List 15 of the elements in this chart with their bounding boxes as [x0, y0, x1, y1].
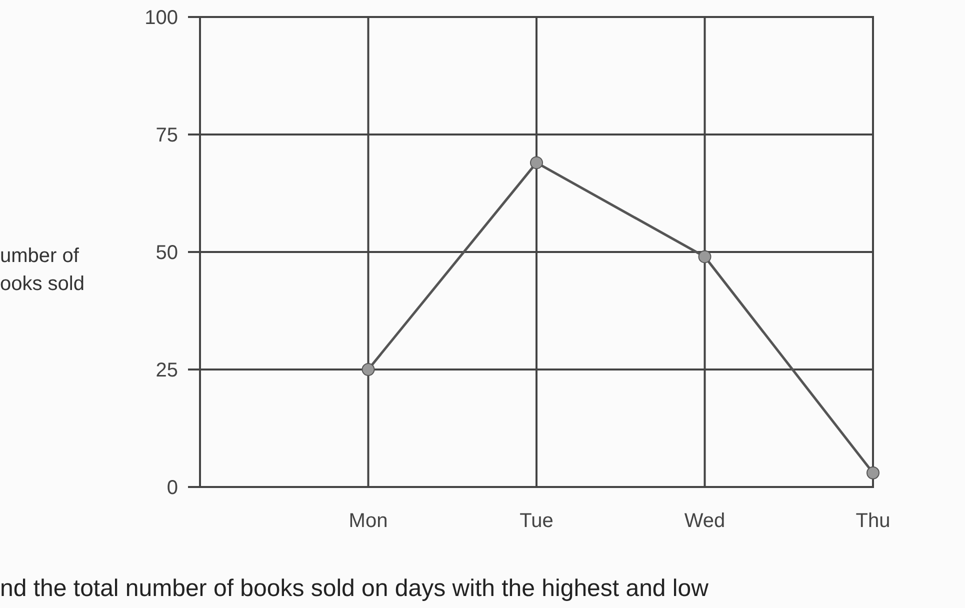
y-tick-label: 25	[156, 360, 178, 382]
text: nd the total number of books sold on days with the highest and low	[0, 575, 710, 602]
y-tick-label: 0	[166, 477, 178, 499]
point	[362, 363, 375, 376]
y-axis-title: umber of ooks sold	[0, 245, 84, 295]
point	[866, 466, 880, 480]
point	[530, 156, 543, 170]
y-tick-label: 75	[156, 124, 178, 146]
x-tick-label: Thu	[856, 510, 890, 532]
point	[698, 250, 712, 264]
y-tick-label: 100	[144, 7, 178, 29]
x-tick-label: Wed	[684, 510, 726, 532]
x-tick-label: Mon	[348, 510, 388, 532]
y-tick-label: 50	[156, 242, 178, 264]
x-tick-label: Tue	[520, 510, 554, 532]
